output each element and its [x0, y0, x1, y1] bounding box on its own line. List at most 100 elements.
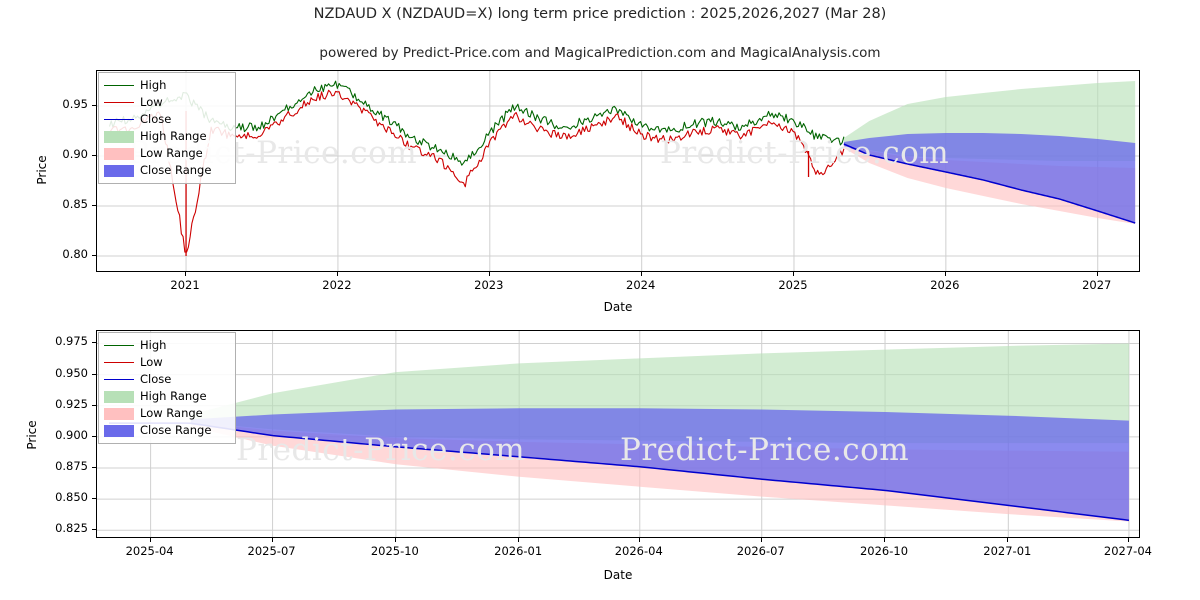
- legend-item-high-range: High Range: [104, 388, 229, 405]
- legend-label-low-range: Low Range: [140, 405, 203, 420]
- bottom-chart-xlabel: Date: [603, 568, 633, 582]
- top-chart-ytick-mark: [92, 255, 96, 256]
- bottom-chart-ytick: 0.975: [55, 334, 88, 349]
- bottom-chart-ytick: 0.925: [55, 396, 88, 411]
- bottom-chart-xtick: 2026-04: [614, 544, 663, 558]
- bottom-chart-svg: [97, 331, 1139, 537]
- top-chart-xtick-mark: [336, 272, 338, 276]
- legend-label-high: High: [140, 337, 167, 352]
- legend-item-low: Low: [104, 94, 229, 111]
- top-chart-ytick: 0.80: [62, 247, 88, 261]
- legend-label-low: Low: [140, 94, 163, 109]
- top-chart-xtick-mark: [944, 272, 946, 276]
- bottom-chart-ytick-mark: [92, 467, 96, 468]
- bottom-chart-legend: High Low Close High Range Low Range Clos…: [98, 332, 236, 444]
- bottom-chart-ytick: 0.825: [55, 521, 88, 536]
- legend-key-close-range-patch: [104, 164, 134, 177]
- bottom-chart-ytick-mark: [92, 342, 96, 344]
- bottom-chart-ytick-mark: [92, 435, 96, 437]
- legend-key-close-line: [104, 114, 134, 126]
- legend-key-high-range-patch: [104, 130, 134, 143]
- legend-key-close-range-patch: [104, 424, 134, 437]
- bottom-chart-ytick: 0.950: [55, 365, 88, 380]
- legend-label-close-range: Close Range: [140, 422, 212, 437]
- legend-label-low: Low: [140, 354, 163, 369]
- bottom-chart-ytick-mark: [92, 498, 96, 500]
- legend-label-high: High: [140, 77, 167, 92]
- bottom-chart-xtick-mark: [394, 538, 396, 542]
- top-chart-xtick: 2024: [626, 278, 656, 292]
- top-chart-xtick: 2025: [778, 278, 808, 292]
- top-chart-ytick-mark: [92, 105, 96, 106]
- bottom-chart-xtick: 2027-01: [983, 544, 1032, 558]
- page-subtitle: powered by Predict-Price.com and Magical…: [319, 45, 881, 61]
- top-chart-ytick: 0.95: [62, 97, 88, 111]
- top-chart-ytick-mark: [92, 155, 96, 156]
- legend-label-close: Close: [140, 111, 172, 126]
- top-chart-xtick: 2021: [170, 278, 200, 292]
- top-chart-xtick: 2027: [1082, 278, 1112, 292]
- legend-label-high-range: High Range: [140, 128, 207, 143]
- legend-key-low-line: [104, 357, 134, 369]
- bottom-chart-xtick: 2027-04: [1103, 544, 1152, 558]
- bottom-chart-xtick: 2026-01: [494, 544, 543, 558]
- bottom-chart-xtick: 2026-10: [859, 544, 909, 558]
- legend-item-low-range: Low Range: [104, 405, 229, 422]
- page-title: NZDAUD X (NZDAUD=X) long term price pred…: [313, 6, 887, 22]
- top-chart-xtick-mark: [488, 272, 490, 276]
- bottom-chart-plot-area: [96, 330, 1140, 538]
- top-chart-xtick-mark: [640, 272, 642, 276]
- top-chart-xtick-mark: [792, 272, 794, 276]
- bottom-chart-xtick-mark: [149, 538, 151, 542]
- bottom-chart-ytick-mark: [92, 404, 96, 406]
- legend-key-high-line: [104, 340, 134, 352]
- legend-item-close-range: Close Range: [104, 422, 229, 439]
- top-chart-ytick: 0.90: [62, 147, 88, 161]
- bottom-chart-xtick: 2025-10: [370, 544, 419, 558]
- bottom-chart-xtick-mark: [518, 538, 520, 542]
- legend-key-high-range-patch: [104, 390, 134, 403]
- top-chart-legend: High Low Close High Range Low Range Clos…: [98, 72, 236, 184]
- legend-label-high-range: High Range: [140, 388, 207, 403]
- bottom-chart-ytick: 0.900: [55, 427, 88, 442]
- legend-item-low-range: Low Range: [104, 145, 229, 162]
- bottom-chart-xtick: 2025-04: [125, 544, 174, 558]
- top-chart-plot-area: [96, 70, 1140, 272]
- top-chart-xtick: 2026: [930, 278, 960, 292]
- top-chart-xtick: 2023: [474, 278, 504, 292]
- bottom-chart-xtick: 2026-07: [736, 544, 785, 558]
- legend-item-high: High: [104, 337, 229, 354]
- legend-key-close-line: [104, 374, 134, 386]
- legend-item-high: High: [104, 77, 229, 94]
- bottom-chart-xtick-mark: [271, 538, 273, 542]
- top-chart-xlabel: Date: [603, 300, 633, 314]
- legend-key-low-range-patch: [104, 147, 134, 160]
- legend-item-close: Close: [104, 371, 229, 388]
- bottom-chart-ytick-mark: [92, 529, 96, 531]
- bottom-chart-ytick-mark: [92, 373, 96, 375]
- bottom-chart-xtick-mark: [884, 538, 886, 542]
- bottom-chart-ytick: 0.850: [55, 490, 88, 505]
- legend-item-close-range: Close Range: [104, 162, 229, 179]
- legend-item-high-range: High Range: [104, 128, 229, 145]
- top-chart-xtick-mark: [1096, 272, 1098, 276]
- legend-key-low-line: [104, 97, 134, 109]
- bottom-chart-xtick-mark: [1007, 538, 1009, 542]
- legend-label-close-range: Close Range: [140, 162, 212, 177]
- bottom-chart-xtick: 2025-07: [247, 544, 296, 558]
- top-chart-ytick-mark: [92, 205, 96, 206]
- top-chart-ytick: 0.85: [62, 197, 88, 211]
- legend-label-close: Close: [140, 371, 172, 386]
- top-chart-xtick: 2022: [322, 278, 352, 292]
- top-chart-xtick-mark: [185, 272, 187, 276]
- legend-item-low: Low: [104, 354, 229, 371]
- top-chart-svg: [97, 71, 1139, 271]
- bottom-chart-xtick-mark: [760, 538, 762, 542]
- legend-item-close: Close: [104, 111, 229, 128]
- bottom-chart-ytick: 0.875: [55, 459, 88, 473]
- legend-key-high-line: [104, 80, 134, 92]
- legend-label-low-range: Low Range: [140, 145, 203, 160]
- bottom-chart-xtick-mark: [638, 538, 640, 542]
- bottom-chart-xtick-mark: [1127, 538, 1129, 542]
